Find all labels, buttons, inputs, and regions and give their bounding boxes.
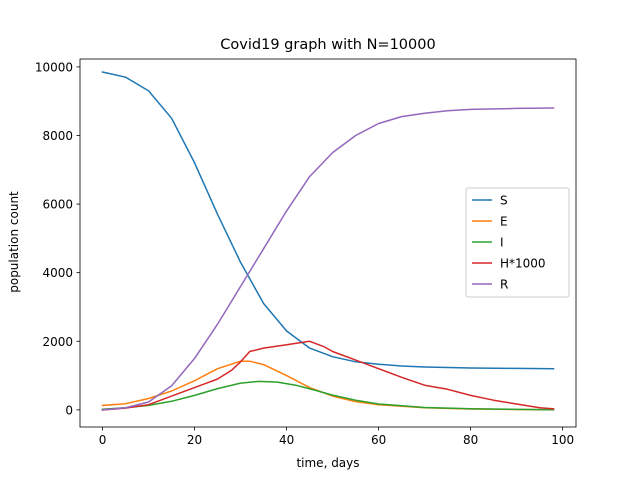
legend-box bbox=[465, 187, 570, 298]
series-line-0 bbox=[101, 71, 555, 370]
series-line-3 bbox=[101, 340, 555, 411]
y-axis-title: population count bbox=[7, 191, 21, 293]
y-tick-label: 4000 bbox=[42, 266, 73, 280]
chart-title: Covid19 graph with N=10000 bbox=[220, 37, 435, 53]
y-tick-label: 2000 bbox=[42, 335, 73, 349]
y-tick-label: 6000 bbox=[42, 198, 73, 212]
x-tick-label: 40 bbox=[279, 433, 294, 447]
x-tick-label: 60 bbox=[371, 433, 386, 447]
legend-label: E bbox=[500, 215, 508, 229]
plot-area bbox=[101, 71, 555, 411]
y-tick-label: 0 bbox=[65, 403, 73, 417]
y-tick-label: 10000 bbox=[35, 60, 73, 74]
x-tick-label: 0 bbox=[99, 433, 107, 447]
y-tick-label: 8000 bbox=[42, 129, 73, 143]
series-line-4 bbox=[101, 107, 555, 411]
legend-label: S bbox=[500, 194, 508, 208]
legend-label: R bbox=[500, 278, 508, 292]
x-tick-label: 80 bbox=[463, 433, 478, 447]
legend: SEI H*1000 R bbox=[465, 187, 570, 298]
legend-label: H*1000 bbox=[500, 257, 546, 271]
legend-label: I bbox=[500, 236, 504, 250]
axes: 0 20 40 60 80 100 0 2000 4000 6000 8000 10000 bbox=[35, 58, 577, 447]
axes-frame bbox=[79, 58, 577, 428]
x-tick-label: 100 bbox=[551, 433, 574, 447]
x-axis-title: time, days bbox=[296, 456, 359, 470]
x-tick-label: 20 bbox=[187, 433, 202, 447]
series-line-2 bbox=[101, 380, 555, 411]
